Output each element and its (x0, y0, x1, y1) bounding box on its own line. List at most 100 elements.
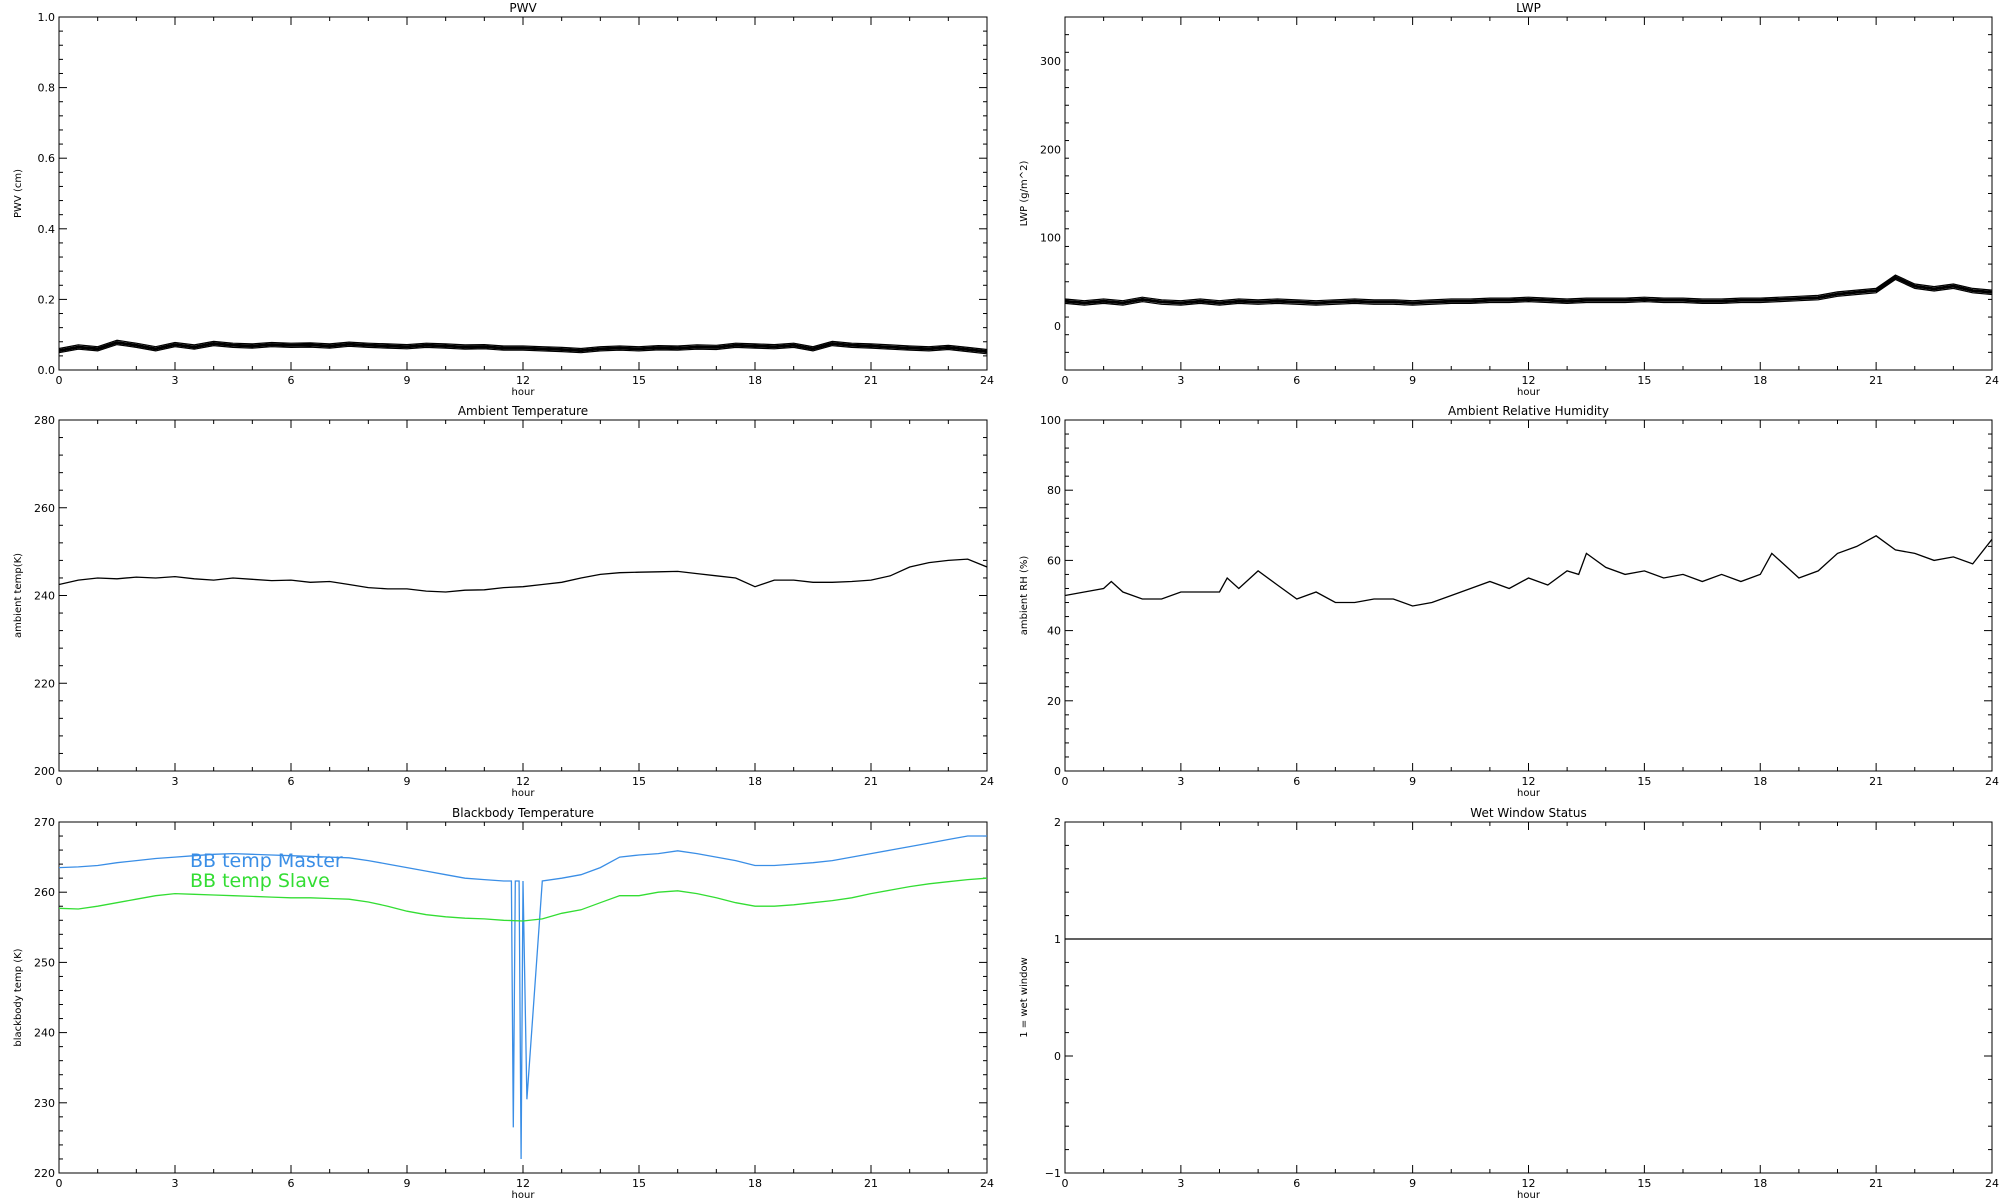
chart-title: PWV (509, 1, 537, 15)
y-axis-label: blackbody temp (K) (13, 948, 24, 1046)
y-tick-label: 1 (1054, 933, 1061, 946)
x-tick-label: 9 (1409, 775, 1416, 788)
x-tick-label: 3 (172, 775, 179, 788)
x-tick-label: 12 (516, 775, 530, 788)
y-tick-label: 260 (34, 502, 55, 515)
x-tick-label: 0 (1062, 1177, 1069, 1190)
series-line-0 (59, 558, 987, 593)
x-tick-label: 6 (288, 1177, 295, 1190)
x-tick-label: 18 (748, 1177, 762, 1190)
x-axis-label: hour (1517, 788, 1541, 799)
y-tick-label: 0 (1054, 1050, 1061, 1063)
x-axis-label: hour (1517, 387, 1541, 398)
y-tick-label: 220 (34, 1167, 55, 1180)
y-tick-label: 100 (1040, 232, 1061, 245)
x-tick-label: 15 (632, 775, 646, 788)
x-tick-label: 3 (1177, 374, 1184, 387)
y-tick-label: 260 (34, 886, 55, 899)
chart-panel-ambient-rh: Ambient Relative Humidity 0 3 6 9 12 15 18 21 24 h… (1019, 404, 1999, 799)
x-tick-label: 18 (1753, 1177, 1767, 1190)
x-tick-label: 9 (404, 374, 411, 387)
x-tick-label: 18 (748, 374, 762, 387)
x-tick-label: 12 (516, 374, 530, 387)
x-tick-label: 6 (1293, 374, 1300, 387)
x-tick-label: 24 (980, 1177, 994, 1190)
x-tick-label: 24 (980, 374, 994, 387)
x-axis-label: hour (512, 1190, 536, 1200)
data-area (1065, 535, 1992, 607)
y-tick-label: 270 (34, 816, 55, 829)
y-axis-label: LWP (g/m^2) (1019, 161, 1030, 227)
plot-frame (1064, 821, 1993, 1174)
x-tick-label: 24 (1985, 775, 1999, 788)
legend-entry: BB temp Slave (190, 870, 330, 892)
chart-title: Ambient Relative Humidity (1448, 404, 1609, 418)
x-tick-label: 6 (288, 775, 295, 788)
y-tick-label: 0 (1054, 765, 1061, 778)
x-tick-label: 9 (1409, 1177, 1416, 1190)
chart-panel-ambient-temp: Ambient Temperature 0 3 6 9 12 15 18 21 24 hour 200… (13, 404, 994, 799)
chart-panel-pwv: PWV 0 3 6 9 12 15 18 21 24 hour 0.0 0.2 0.4 0.6 0.8 1.0 P… (13, 1, 994, 398)
data-area (59, 835, 987, 1160)
y-tick-label: 0.8 (38, 82, 56, 95)
x-tick-label: 21 (864, 374, 878, 387)
series-line (1065, 275, 1992, 305)
x-tick-label: 3 (1177, 775, 1184, 788)
x-tick-label: 15 (1637, 374, 1651, 387)
y-tick-label: 300 (1040, 55, 1061, 68)
y-axis-label: ambient temp(K) (13, 553, 24, 638)
y-tick-label: 0 (1054, 320, 1061, 333)
x-tick-label: 24 (980, 775, 994, 788)
y-tick-label: 0.6 (38, 152, 56, 165)
chart-title: Wet Window Status (1470, 806, 1586, 820)
x-tick-label: 15 (632, 374, 646, 387)
y-tick-label: 20 (1047, 695, 1061, 708)
x-tick-label: 15 (632, 1177, 646, 1190)
y-tick-label: 2 (1054, 816, 1061, 829)
x-tick-label: 21 (1869, 1177, 1883, 1190)
chart-title: LWP (1516, 1, 1541, 15)
x-tick-label: 15 (1637, 1177, 1651, 1190)
x-tick-label: 9 (404, 775, 411, 788)
x-tick-label: 0 (56, 775, 63, 788)
y-axis-label: ambient RH (%) (1019, 556, 1030, 636)
data-area (1065, 274, 1992, 306)
x-tick-label: 9 (404, 1177, 411, 1190)
plot-frame (1064, 419, 1993, 772)
y-tick-label: 200 (1040, 143, 1061, 156)
x-axis-label: hour (1517, 1190, 1541, 1200)
y-tick-label: 1.0 (38, 11, 56, 24)
x-tick-label: 12 (1522, 374, 1536, 387)
series-line-0 (1065, 535, 1992, 607)
x-tick-label: 3 (1177, 1177, 1184, 1190)
x-tick-label: 6 (1293, 775, 1300, 788)
y-tick-label: 280 (34, 414, 55, 427)
y-tick-label: 220 (34, 677, 55, 690)
y-tick-label: 100 (1040, 414, 1061, 427)
series-band-upper (1065, 274, 1992, 302)
x-axis-label: hour (512, 788, 536, 799)
x-tick-label: 3 (172, 374, 179, 387)
x-tick-label: 24 (1985, 1177, 1999, 1190)
y-axis-label: PWV (cm) (13, 169, 24, 218)
y-tick-label: 0.2 (38, 293, 56, 306)
x-axis-label: hour (512, 387, 536, 398)
series-line (59, 340, 987, 354)
x-tick-label: 0 (56, 1177, 63, 1190)
x-tick-label: 15 (1637, 775, 1651, 788)
chart-panel-blackbody-temp: Blackbody Temperature 0 3 6 9 12 15 18 21 24 hour 2… (13, 806, 994, 1200)
plot-frame (58, 16, 988, 371)
y-tick-label: 250 (34, 956, 55, 969)
x-tick-label: 12 (1522, 1177, 1536, 1190)
x-tick-label: 0 (1062, 374, 1069, 387)
x-tick-label: 18 (748, 775, 762, 788)
y-tick-label: 0.4 (38, 223, 56, 236)
series-line-bb-temp-master (59, 835, 987, 1160)
x-tick-label: 21 (864, 775, 878, 788)
x-tick-label: 21 (1869, 374, 1883, 387)
y-axis-label: 1 = wet window (1019, 957, 1030, 1037)
x-tick-label: 18 (1753, 775, 1767, 788)
y-tick-label: 240 (34, 1027, 55, 1040)
